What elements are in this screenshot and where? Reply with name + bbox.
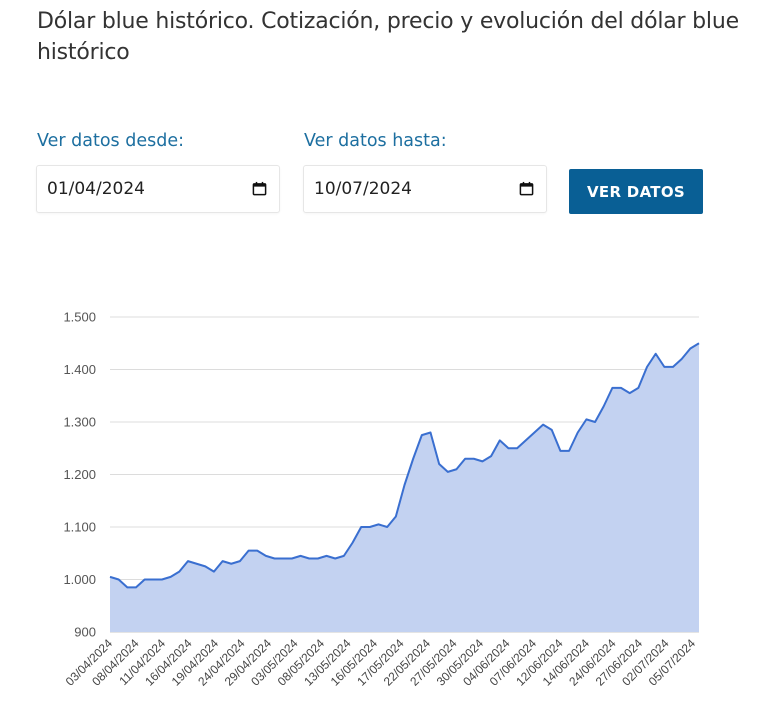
y-tick-label: 1.100 [63, 520, 96, 535]
y-tick-label: 1.500 [63, 310, 96, 325]
calendar-icon[interactable] [519, 181, 534, 196]
to-date-input[interactable]: 10/07/2024 [303, 165, 547, 213]
from-date-label: Ver datos desde: [37, 131, 184, 151]
y-tick-label: 900 [74, 625, 96, 640]
to-date-value: 10/07/2024 [314, 179, 412, 199]
from-date-value: 01/04/2024 [47, 179, 145, 199]
to-date-label: Ver datos hasta: [304, 131, 447, 151]
y-tick-label: 1.400 [63, 362, 96, 377]
price-line [109, 342, 700, 589]
calendar-icon[interactable] [252, 181, 267, 196]
page-title: Dólar blue histórico. Cotización, precio… [37, 9, 739, 65]
from-date-input[interactable]: 01/04/2024 [36, 165, 280, 213]
view-data-button[interactable]: VER DATOS [569, 169, 703, 214]
y-tick-label: 1.000 [63, 572, 96, 587]
y-tick-label: 1.300 [63, 415, 96, 430]
y-tick-label: 1.200 [63, 467, 96, 482]
